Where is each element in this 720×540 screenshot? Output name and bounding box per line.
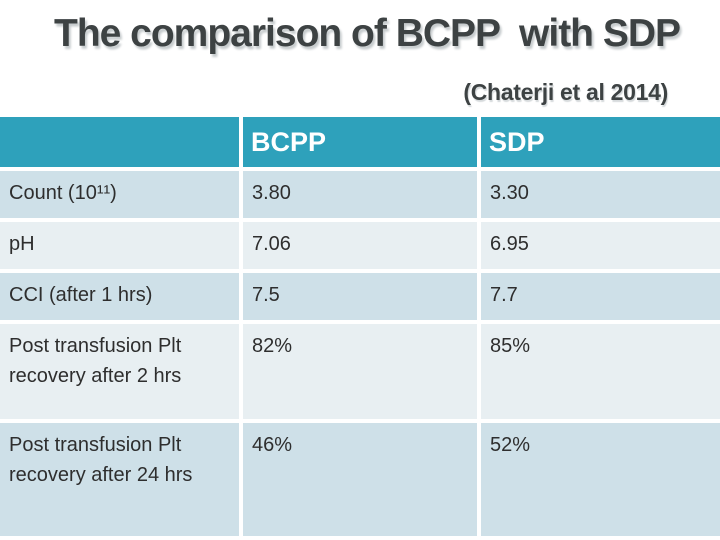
citation-text: (Chaterji et al 2014) — [463, 79, 668, 105]
table-header-bcpp: BCPP — [243, 117, 477, 167]
bcpp-recovery-24hrs-value: 46% — [243, 423, 477, 536]
sdp-cci-value: 7.7 — [481, 273, 720, 320]
sdp-ph-value: 6.95 — [481, 222, 720, 269]
row-label-ph: pH — [0, 222, 239, 269]
row-label-recovery-2hrs: Post transfusion Plt recovery after 2 hr… — [0, 324, 239, 419]
sdp-recovery-24hrs-value: 52% — [481, 423, 720, 536]
slide-title: The comparison of BCPP with SDP — [54, 12, 681, 55]
bcpp-cci-value: 7.5 — [243, 273, 477, 320]
row-label-count: Count (10¹¹) — [0, 171, 239, 218]
table-header-empty — [0, 117, 239, 167]
bcpp-ph-value: 7.06 — [243, 222, 477, 269]
comparison-table: BCPP SDP Count (10¹¹) 3.80 3.30 pH 7.06 … — [0, 117, 720, 536]
row-label-cci: CCI (after 1 hrs) — [0, 273, 239, 320]
table-header-sdp: SDP — [481, 117, 720, 167]
sdp-recovery-2hrs-value: 85% — [481, 324, 720, 419]
bcpp-recovery-2hrs-value: 82% — [243, 324, 477, 419]
sdp-count-value: 3.30 — [481, 171, 720, 218]
bcpp-count-value: 3.80 — [243, 171, 477, 218]
row-label-recovery-24hrs: Post transfusion Plt recovery after 24 h… — [0, 423, 239, 536]
